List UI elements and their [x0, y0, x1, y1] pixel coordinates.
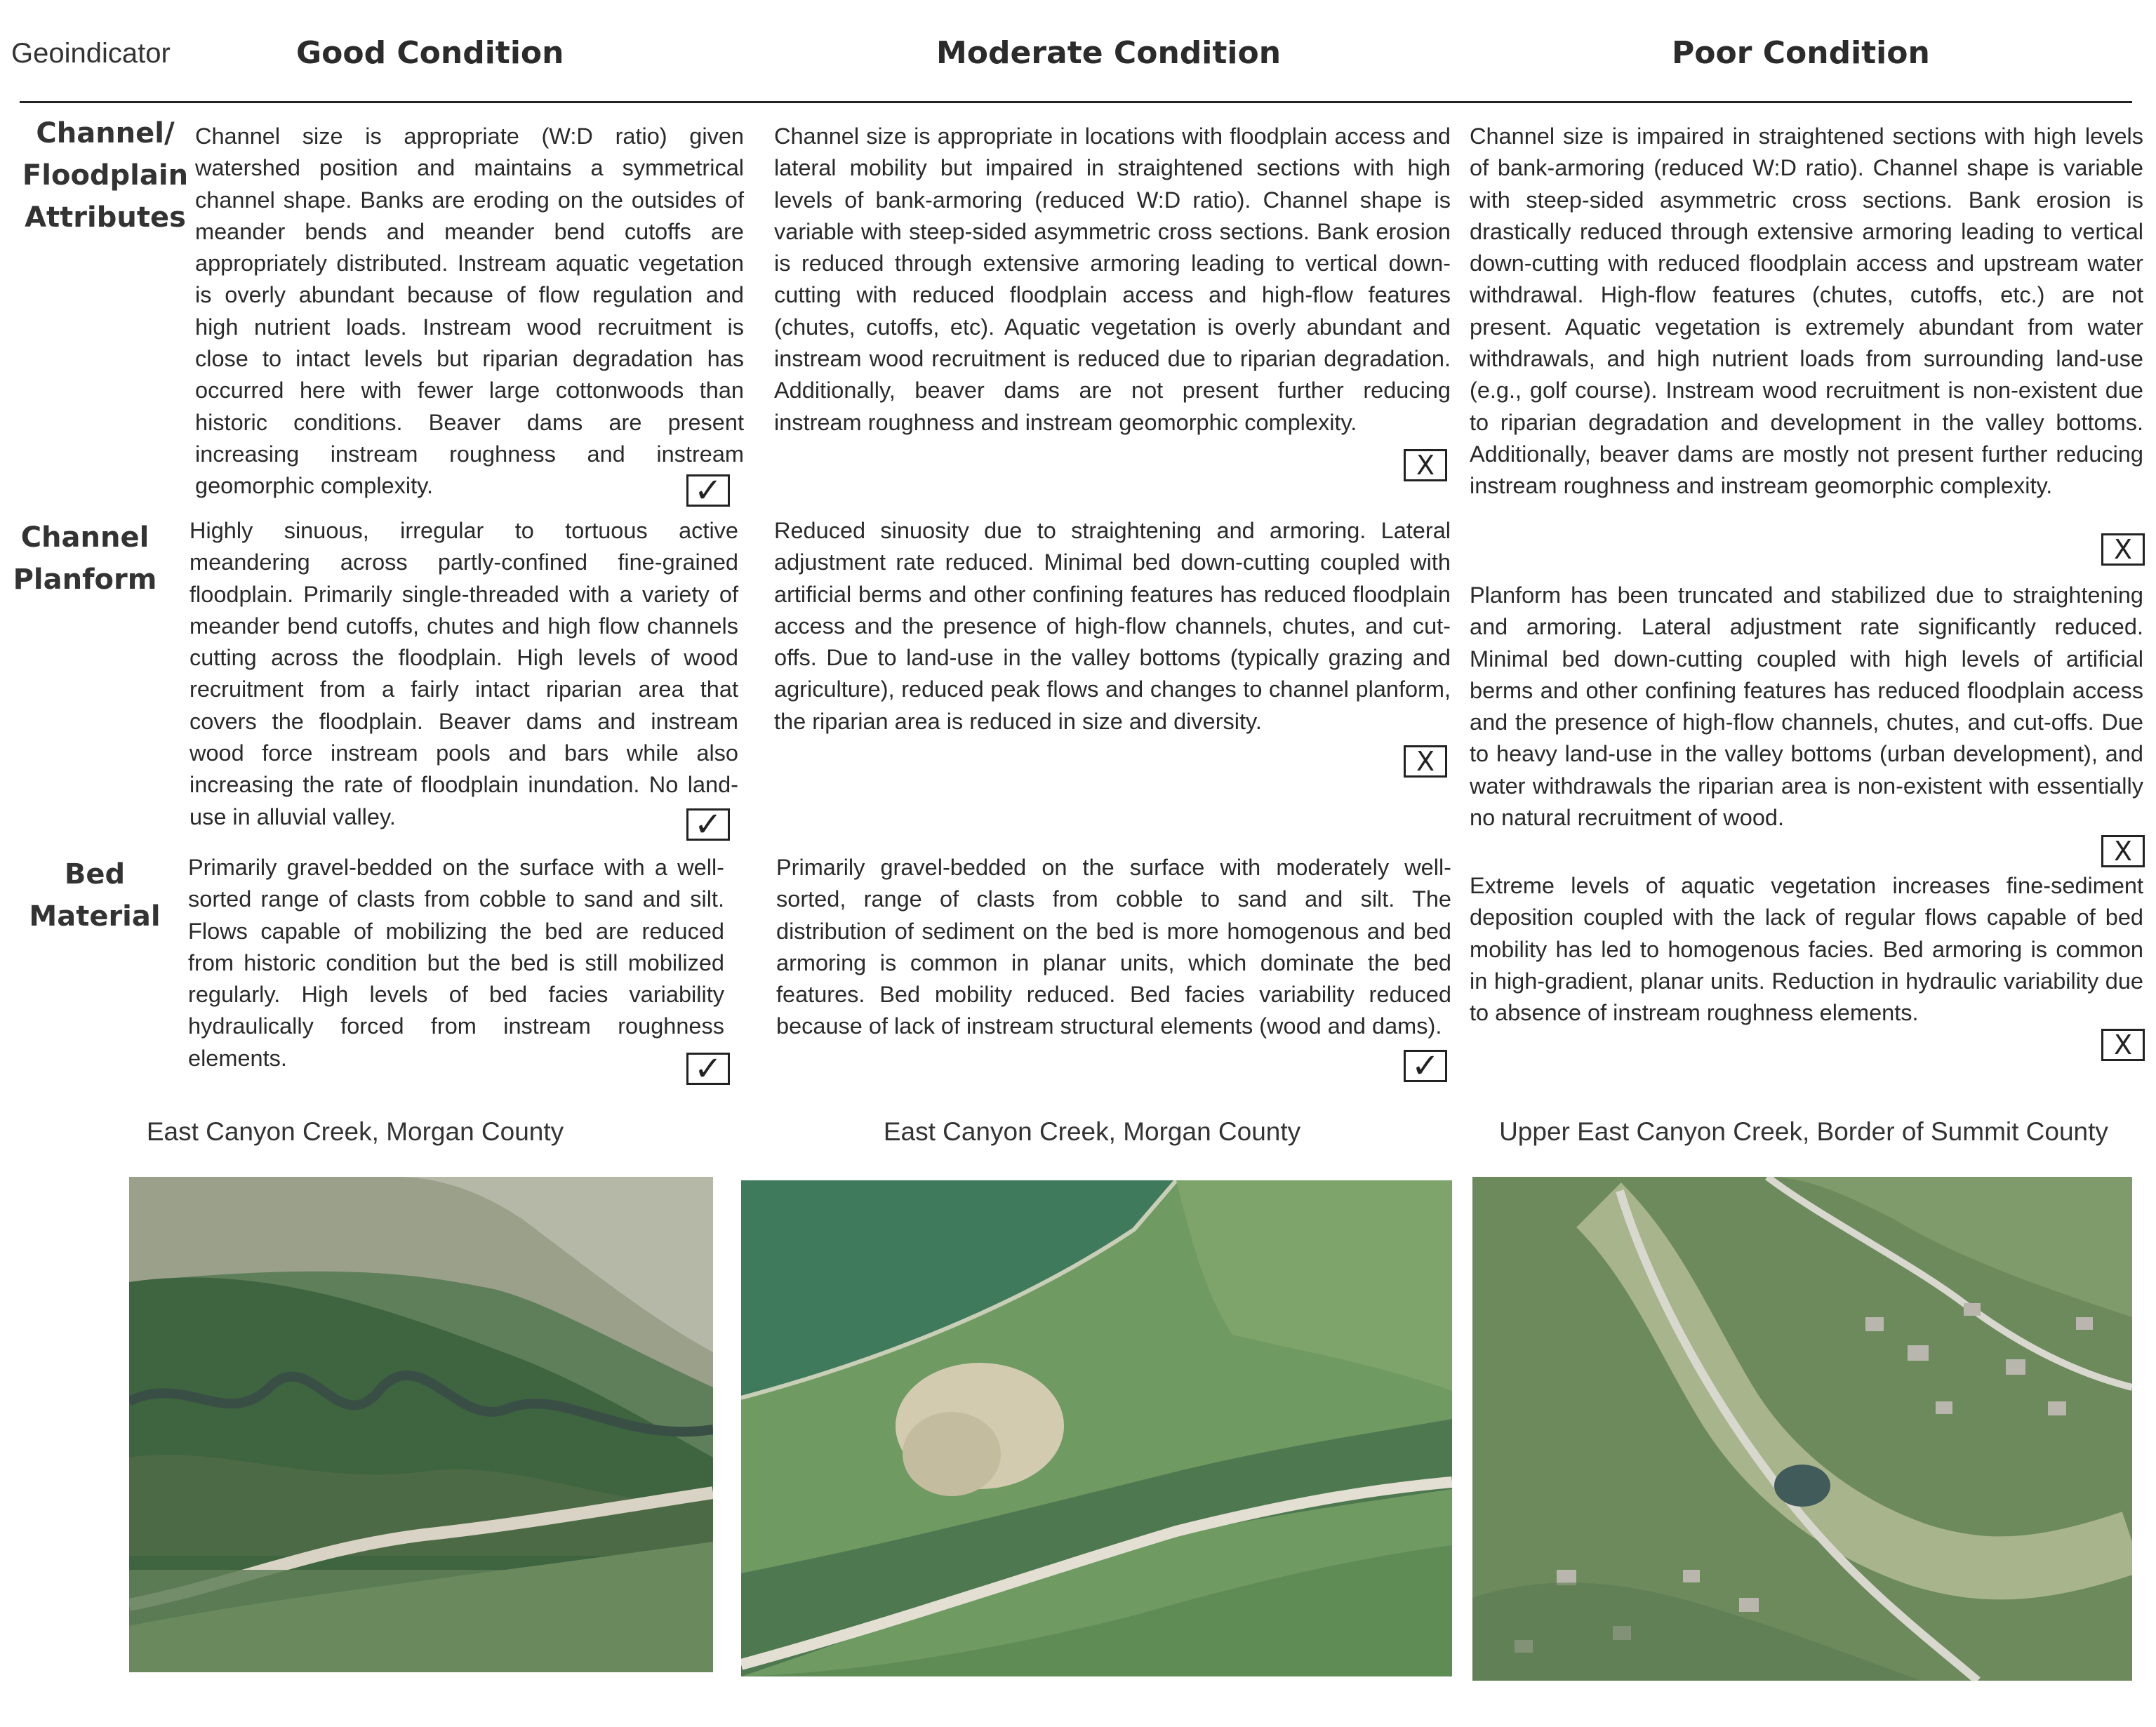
header-good-condition: Good Condition	[296, 35, 564, 71]
good-channel-floodplain-text: Channel size is appropriate (W:D ratio) …	[195, 124, 744, 499]
row-label-bed-material: Bed Material	[29, 858, 161, 933]
aerial-photo-good-condition	[129, 1177, 713, 1672]
photo-caption-moderate: East Canyon Creek, Morgan County	[883, 1117, 1301, 1146]
header-geoindicator: Geoindicator	[11, 38, 171, 69]
row-label-channel-planform: Channel Planform	[13, 521, 157, 596]
poor-bed-material-text: Extreme levels of aquatic vegetation inc…	[1470, 873, 2143, 1026]
good-bed-material-text: Primarily gravel-bedded on the surface w…	[188, 855, 724, 1071]
poor-channel-floodplain-text: Channel size is impaired in straightened…	[1470, 124, 2143, 499]
good-channel-planform-checkbox: ✓	[686, 808, 730, 841]
poor-channel-planform-text: Planform has been truncated and stabiliz…	[1470, 582, 2143, 831]
good-channel-planform-text: Highly sinuous, irregular to tortuous ac…	[189, 518, 738, 829]
aerial-photo-moderate-condition	[741, 1180, 1452, 1676]
aerial-photo-poor-condition	[1472, 1177, 2132, 1681]
poor-channel-planform-xbox: X	[2101, 835, 2145, 867]
moderate-channel-planform-text: Reduced sinuosity due to straightening a…	[774, 518, 1451, 734]
header-poor-condition: Poor Condition	[1672, 35, 1930, 71]
photo-caption-poor: Upper East Canyon Creek, Border of Summi…	[1499, 1117, 2108, 1146]
good-bed-material-checkbox: ✓	[686, 1052, 730, 1086]
poor-channel-floodplain-xbox: X	[2101, 533, 2145, 566]
header-divider	[20, 101, 2132, 103]
moderate-channel-floodplain-text: Channel size is appropriate in locations…	[774, 124, 1451, 435]
photo-caption-good: East Canyon Creek, Morgan County	[146, 1117, 564, 1146]
moderate-bed-material-checkbox: ✓	[1404, 1049, 1447, 1083]
moderate-channel-floodplain-xbox: X	[1404, 449, 1447, 481]
row-label-channel-floodplain: Channel/ Floodplain Attributes	[22, 117, 189, 234]
moderate-bed-material-text: Primarily gravel-bedded on the surface w…	[776, 855, 1451, 1039]
header-moderate-condition: Moderate Condition	[936, 35, 1282, 71]
poor-bed-material-xbox: X	[2101, 1029, 2145, 1061]
moderate-channel-planform-xbox: X	[1404, 745, 1447, 778]
good-channel-floodplain-checkbox: ✓	[686, 474, 730, 507]
